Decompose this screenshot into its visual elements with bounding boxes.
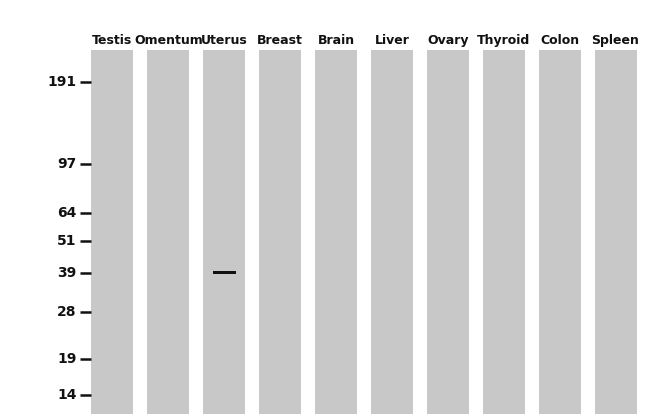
- Bar: [539, 50, 580, 414]
- Text: Uterus: Uterus: [201, 34, 248, 47]
- Bar: [595, 50, 636, 414]
- Text: Thyroid: Thyroid: [477, 34, 530, 47]
- Text: Omentum: Omentum: [134, 34, 203, 47]
- Text: Colon: Colon: [540, 34, 579, 47]
- Bar: [371, 50, 413, 414]
- Text: 64: 64: [57, 206, 77, 220]
- Text: Testis: Testis: [92, 34, 133, 47]
- Text: 19: 19: [57, 352, 77, 366]
- Text: 39: 39: [57, 266, 77, 280]
- Text: 97: 97: [57, 157, 77, 171]
- Bar: [259, 50, 301, 414]
- Bar: [483, 50, 525, 414]
- Bar: [92, 50, 133, 414]
- Text: 28: 28: [57, 305, 77, 319]
- Bar: [315, 50, 357, 414]
- Bar: [203, 50, 245, 414]
- Text: Breast: Breast: [257, 34, 303, 47]
- Text: 51: 51: [57, 234, 77, 247]
- Bar: [148, 50, 189, 414]
- Text: Brain: Brain: [317, 34, 355, 47]
- Text: Liver: Liver: [374, 34, 410, 47]
- Bar: [427, 50, 469, 414]
- Text: Ovary: Ovary: [427, 34, 469, 47]
- Bar: [213, 271, 236, 274]
- Text: 191: 191: [47, 75, 77, 89]
- Text: Spleen: Spleen: [592, 34, 640, 47]
- Text: 14: 14: [57, 388, 77, 403]
